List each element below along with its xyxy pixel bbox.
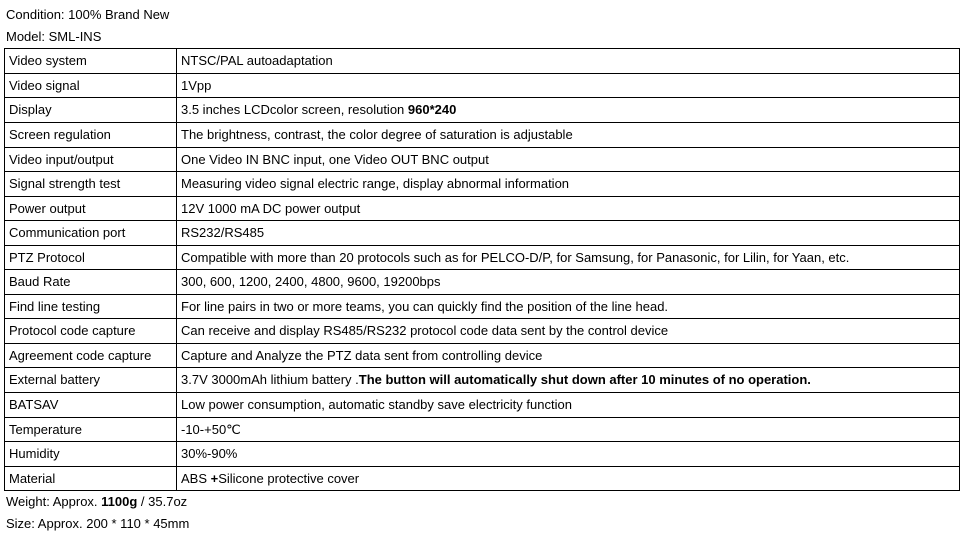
spec-value: For line pairs in two or more teams, you… — [177, 294, 960, 319]
spec-value: ABS +Silicone protective cover — [177, 466, 960, 491]
table-row: Video signal1Vpp — [5, 73, 960, 98]
table-row: External battery3.7V 3000mAh lithium bat… — [5, 368, 960, 393]
spec-label: Power output — [5, 196, 177, 221]
spec-value: Measuring video signal electric range, d… — [177, 172, 960, 197]
spec-label: Communication port — [5, 221, 177, 246]
spec-value: 300, 600, 1200, 2400, 4800, 9600, 19200b… — [177, 270, 960, 295]
table-row: Screen regulationThe brightness, contras… — [5, 123, 960, 148]
spec-value-bold: The button will automatically shut down … — [359, 372, 811, 387]
table-row: PTZ ProtocolCompatible with more than 20… — [5, 245, 960, 270]
spec-value: The brightness, contrast, the color degr… — [177, 123, 960, 148]
weight-line: Weight: Approx. 1100g / 35.7oz — [4, 491, 960, 513]
spec-value-post: Silicone protective cover — [218, 471, 359, 486]
spec-value-bold: 960*240 — [408, 102, 456, 117]
table-row: Baud Rate300, 600, 1200, 2400, 4800, 960… — [5, 270, 960, 295]
table-row: Communication portRS232/RS485 — [5, 221, 960, 246]
spec-value: 3.7V 3000mAh lithium battery .The button… — [177, 368, 960, 393]
spec-value-pre: ABS — [181, 471, 211, 486]
spec-label: Video input/output — [5, 147, 177, 172]
spec-value-pre: 3.7V 3000mAh lithium battery . — [181, 372, 359, 387]
spec-label: Signal strength test — [5, 172, 177, 197]
weight-prefix: Weight: Approx. — [6, 494, 101, 509]
weight-suffix: / 35.7oz — [137, 494, 187, 509]
table-row: BATSAVLow power consumption, automatic s… — [5, 393, 960, 418]
model-line: Model: SML-INS — [4, 26, 960, 48]
spec-value: RS232/RS485 — [177, 221, 960, 246]
spec-label: Video system — [5, 49, 177, 74]
spec-label: Find line testing — [5, 294, 177, 319]
spec-value-pre: 3.5 inches LCDcolor screen, resolution — [181, 102, 408, 117]
spec-value: 12V 1000 mA DC power output — [177, 196, 960, 221]
spec-table: Video systemNTSC/PAL autoadaptationVideo… — [4, 48, 960, 491]
table-row: Humidity30%-90% — [5, 442, 960, 467]
table-row: Temperature-10-+50℃ — [5, 417, 960, 442]
table-row: Video input/outputOne Video IN BNC input… — [5, 147, 960, 172]
spec-value: Can receive and display RS485/RS232 prot… — [177, 319, 960, 344]
spec-label: External battery — [5, 368, 177, 393]
spec-label: BATSAV — [5, 393, 177, 418]
spec-value: 30%-90% — [177, 442, 960, 467]
spec-label: Screen regulation — [5, 123, 177, 148]
spec-value: -10-+50℃ — [177, 417, 960, 442]
spec-label: PTZ Protocol — [5, 245, 177, 270]
weight-bold: 1100g — [101, 494, 137, 509]
spec-label: Humidity — [5, 442, 177, 467]
table-row: Video systemNTSC/PAL autoadaptation — [5, 49, 960, 74]
size-line: Size: Approx. 200 * 110 * 45mm — [4, 513, 960, 535]
table-row: Display3.5 inches LCDcolor screen, resol… — [5, 98, 960, 123]
spec-label: Temperature — [5, 417, 177, 442]
spec-value: Compatible with more than 20 protocols s… — [177, 245, 960, 270]
spec-value: Low power consumption, automatic standby… — [177, 393, 960, 418]
spec-label: Video signal — [5, 73, 177, 98]
spec-label: Display — [5, 98, 177, 123]
spec-label: Protocol code capture — [5, 319, 177, 344]
spec-value: NTSC/PAL autoadaptation — [177, 49, 960, 74]
table-row: Power output12V 1000 mA DC power output — [5, 196, 960, 221]
condition-line: Condition: 100% Brand New — [4, 4, 960, 26]
table-row: Find line testingFor line pairs in two o… — [5, 294, 960, 319]
table-row: Agreement code captureCapture and Analyz… — [5, 343, 960, 368]
spec-label: Material — [5, 466, 177, 491]
spec-label: Baud Rate — [5, 270, 177, 295]
table-row: MaterialABS +Silicone protective cover — [5, 466, 960, 491]
spec-value: 3.5 inches LCDcolor screen, resolution 9… — [177, 98, 960, 123]
spec-label: Agreement code capture — [5, 343, 177, 368]
spec-value: One Video IN BNC input, one Video OUT BN… — [177, 147, 960, 172]
spec-value: 1Vpp — [177, 73, 960, 98]
spec-value: Capture and Analyze the PTZ data sent fr… — [177, 343, 960, 368]
table-row: Protocol code captureCan receive and dis… — [5, 319, 960, 344]
table-row: Signal strength testMeasuring video sign… — [5, 172, 960, 197]
